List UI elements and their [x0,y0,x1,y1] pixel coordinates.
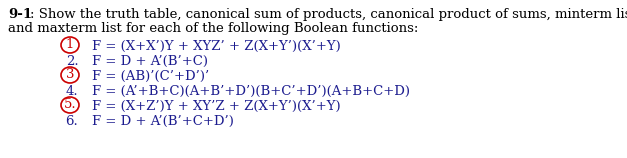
Text: F = (X+X’)Y + XYZ’ + Z(X+Y’)(X’+Y): F = (X+X’)Y + XYZ’ + Z(X+Y’)(X’+Y) [92,40,340,53]
Text: 6.: 6. [66,115,78,128]
Text: F = (A’+B+C)(A+B’+D’)(B+C’+D’)(A+B+C+D): F = (A’+B+C)(A+B’+D’)(B+C’+D’)(A+B+C+D) [92,85,410,98]
Text: F = (X+Z’)Y + XY’Z + Z(X+Y’)(X’+Y): F = (X+Z’)Y + XY’Z + Z(X+Y’)(X’+Y) [92,100,340,113]
Text: F = (AB)’(C’+D’)’: F = (AB)’(C’+D’)’ [92,70,209,83]
Text: 2.: 2. [66,55,78,68]
Text: 1: 1 [66,37,74,51]
Text: : Show the truth table, canonical sum of products, canonical product of sums, mi: : Show the truth table, canonical sum of… [30,8,627,21]
Text: 5.: 5. [64,97,76,110]
Text: F = D + A’(B’+C+D’): F = D + A’(B’+C+D’) [92,115,234,128]
Text: and maxterm list for each of the following Boolean functions:: and maxterm list for each of the followi… [8,22,418,35]
Text: F = D + A’(B’+C): F = D + A’(B’+C) [92,55,208,68]
Text: 4.: 4. [66,85,78,98]
Text: 3: 3 [66,67,74,80]
Text: 9-1: 9-1 [8,8,32,21]
